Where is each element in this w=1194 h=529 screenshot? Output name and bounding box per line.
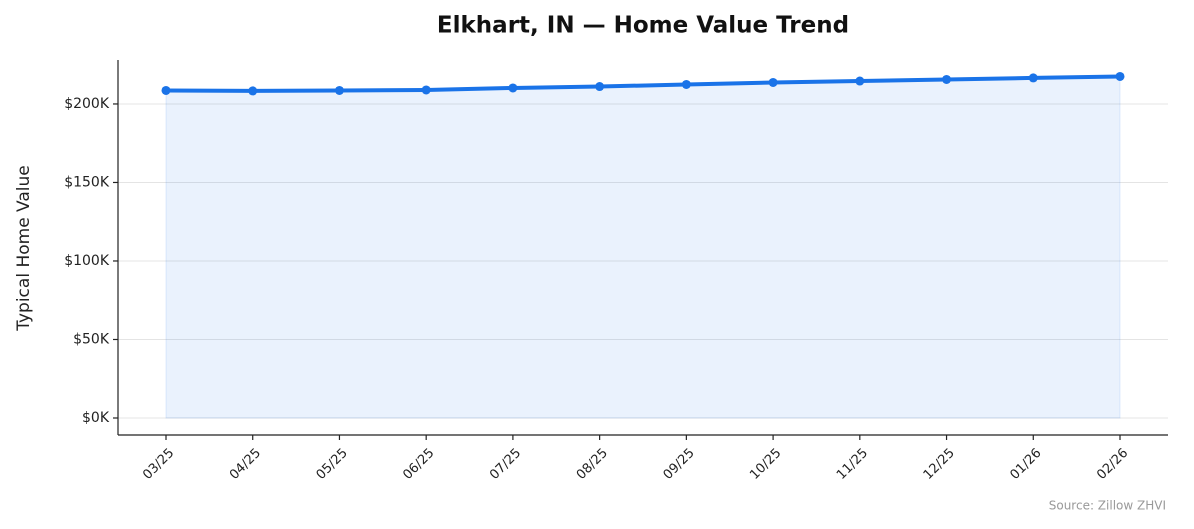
point <box>595 82 605 92</box>
y-tick-label: $200K <box>64 96 110 112</box>
x-tick-label: 03/25 <box>140 446 177 483</box>
x-tick-label: 06/25 <box>400 446 437 483</box>
point <box>855 76 865 86</box>
point <box>1115 71 1125 81</box>
x-tick-label: 12/25 <box>921 446 958 483</box>
area <box>165 75 1121 419</box>
point <box>1028 73 1038 83</box>
x-tick-label: 02/26 <box>1094 446 1131 483</box>
x-tick-label: 01/26 <box>1007 446 1044 483</box>
chart-title: Elkhart, IN — Home Value Trend <box>437 13 849 39</box>
y-tick-label: $150K <box>64 174 110 190</box>
y-axis-label: Typical Home Value <box>14 165 34 332</box>
point <box>768 77 778 87</box>
point <box>508 83 518 93</box>
line <box>165 74 1121 93</box>
point <box>681 79 691 89</box>
x-tick-label: 09/25 <box>661 446 698 483</box>
x-tick-label: 05/25 <box>314 446 351 483</box>
source-note: Source: Zillow ZHVI <box>1049 499 1166 513</box>
x-tick-label: 07/25 <box>487 446 524 483</box>
x-tick-label: 04/25 <box>227 446 264 483</box>
point <box>161 85 171 95</box>
x-tick-label: 08/25 <box>574 446 611 483</box>
point <box>942 74 952 84</box>
x-tick-label: 11/25 <box>834 446 871 483</box>
point <box>334 85 344 95</box>
point <box>248 86 258 96</box>
point <box>421 85 431 95</box>
y-tick-label: $100K <box>64 253 110 269</box>
y-tick-label: $50K <box>73 331 110 347</box>
y-tick-label: $0K <box>82 410 110 426</box>
x-tick-label: 10/25 <box>747 446 784 483</box>
